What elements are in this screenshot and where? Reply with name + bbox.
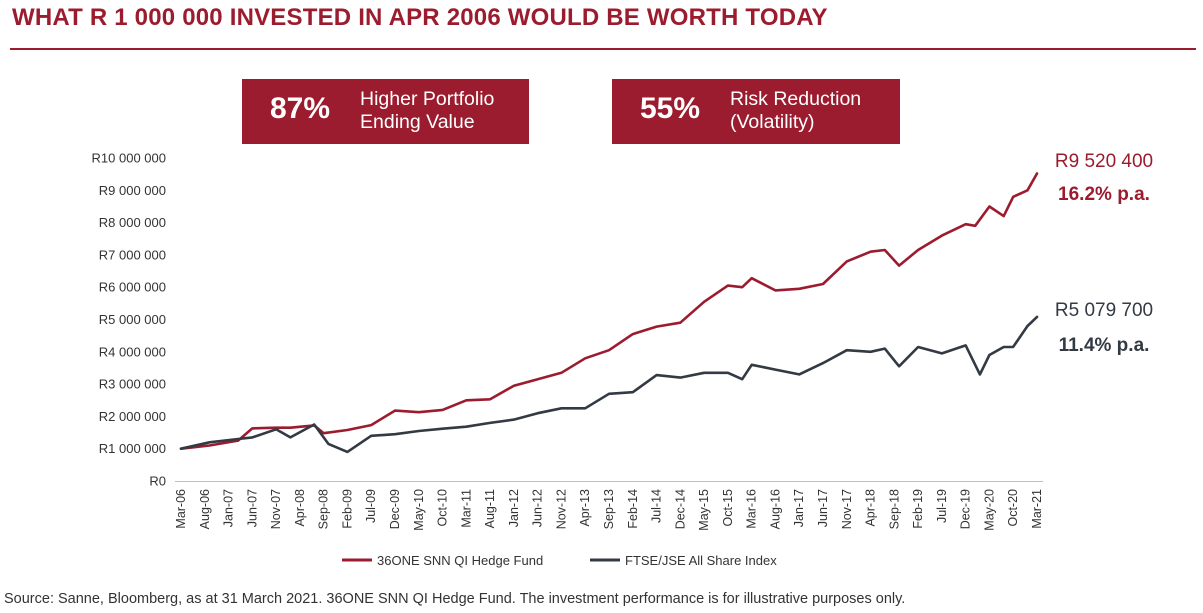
x-tick-label: Feb-09 [340, 489, 354, 529]
series-line-index [179, 315, 1039, 454]
x-tick-label: Mar-16 [745, 489, 759, 529]
x-tick-label: Sep-18 [887, 489, 901, 529]
callout-risk-reduction-pct: 55% [640, 92, 701, 125]
y-tick-label: R1 000 000 [99, 441, 166, 456]
callout-ending-value-text: Higher Portfolio Ending Value [360, 88, 495, 133]
end-value-label: R9 520 400 [1055, 151, 1153, 172]
series-lines [179, 172, 1039, 454]
x-tick-label: Nov-07 [269, 489, 283, 529]
x-tick-label: Jun-07 [245, 489, 259, 527]
x-axis: Mar-06 Aug-06 Jan-07 Jun-07 Nov-07 Apr-08 Sep-… [174, 481, 1044, 531]
x-tick-label: Jan-07 [222, 489, 236, 527]
x-tick-label: Apr-08 [293, 489, 307, 527]
x-tick-label: Dec-19 [959, 489, 973, 529]
x-tick-label: Oct-20 [1006, 489, 1020, 527]
legend-label: 36ONE SNN QI Hedge Fund [377, 553, 543, 568]
x-tick-label: Jul-19 [935, 489, 949, 523]
x-tick-label: Mar-11 [459, 489, 473, 528]
x-tick-label: Apr-13 [578, 489, 592, 527]
callout-ending-value: 87% Higher Portfolio Ending Value [242, 79, 529, 144]
y-tick-label: R6 000 000 [99, 280, 166, 295]
x-tick-label: Jan-17 [792, 489, 806, 527]
chart-title: WHAT R 1 000 000 INVESTED IN APR 2006 WO… [12, 4, 828, 31]
line-chart: R0 R1 000 000 R2 000 000 R3 000 000 R4 000 0… [92, 151, 1154, 569]
end-value-label: R5 079 700 [1055, 300, 1153, 321]
x-tick-label: May-15 [697, 489, 711, 531]
y-tick-label: R4 000 000 [99, 344, 166, 359]
y-tick-label: R9 000 000 [99, 183, 166, 198]
x-tick-label: Jul-09 [364, 489, 378, 523]
source-note: Source: Sanne, Bloomberg, as at 31 March… [4, 591, 906, 607]
y-tick-label: R10 000 000 [92, 151, 166, 166]
x-tick-label: Aug-11 [483, 489, 497, 528]
x-tick-label: Nov-12 [554, 489, 568, 529]
x-tick-label: Jun-17 [816, 489, 830, 527]
chart-legend: 36ONE SNN QI Hedge Fund FTSE/JSE All Shar… [342, 553, 777, 568]
x-tick-label: May-10 [412, 489, 426, 531]
y-axis: R0 R1 000 000 R2 000 000 R3 000 000 R4 000 0… [92, 151, 166, 489]
title-underline [10, 48, 1196, 50]
x-tick-label: Oct-15 [721, 489, 735, 527]
callout-ending-value-pct: 87% [270, 92, 331, 125]
x-tick-label: May-20 [982, 489, 996, 531]
annual-return-label: 11.4% p.a. [1059, 335, 1150, 356]
y-tick-label: R7 000 000 [99, 247, 166, 262]
y-tick-label: R5 000 000 [99, 312, 166, 327]
y-tick-label: R2 000 000 [99, 409, 166, 424]
x-tick-label: Aug-06 [198, 489, 212, 529]
x-tick-label: Dec-09 [388, 489, 402, 529]
x-tick-label: Sep-13 [602, 489, 616, 529]
annual-return-label: 16.2% p.a. [1058, 184, 1150, 205]
y-tick-label: R8 000 000 [99, 215, 166, 230]
x-tick-label: Nov-17 [840, 489, 854, 529]
x-tick-label: Feb-19 [911, 489, 925, 529]
callout-risk-reduction-text: Risk Reduction (Volatility) [730, 88, 862, 133]
x-tick-label: Dec-14 [673, 489, 687, 529]
callout-risk-reduction: 55% Risk Reduction (Volatility) [612, 79, 900, 144]
x-tick-label: Sep-08 [317, 489, 331, 529]
x-tick-label: Aug-16 [768, 489, 782, 529]
x-tick-label: Mar-21 [1030, 489, 1044, 529]
x-tick-label: Oct-10 [436, 489, 450, 527]
x-tick-label: Apr-18 [864, 489, 878, 527]
end-labels: R9 520 400 16.2% p.a. R5 079 700 11.4% p.a. [1055, 151, 1153, 356]
y-tick-label: R0 [149, 474, 166, 489]
legend-label: FTSE/JSE All Share Index [625, 553, 777, 568]
x-tick-label: Jul-14 [650, 489, 664, 523]
x-tick-label: Jun-12 [531, 489, 545, 527]
x-tick-label: Jan-12 [507, 489, 521, 527]
x-tick-label: Feb-14 [626, 489, 640, 529]
series-line-fund [179, 172, 1039, 450]
x-tick-label: Mar-06 [174, 489, 188, 529]
y-tick-label: R3 000 000 [99, 377, 166, 392]
